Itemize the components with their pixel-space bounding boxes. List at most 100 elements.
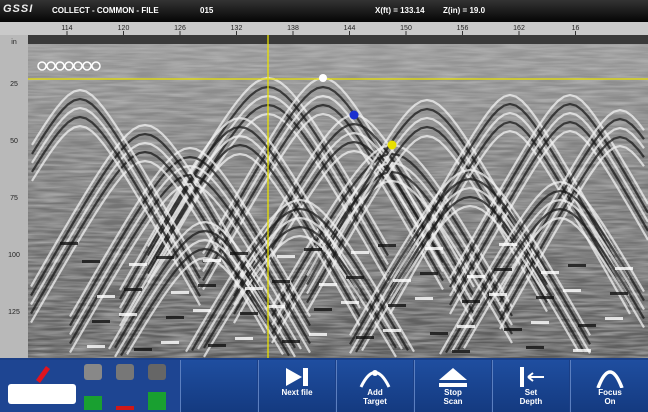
strong-reflection: [467, 275, 485, 278]
mode-label: COLLECT - COMMON - FILE: [52, 6, 159, 15]
depth-label: 25: [10, 81, 18, 88]
strong-reflection: [230, 252, 248, 255]
strong-reflection: [277, 255, 295, 258]
gpr-screen: GSSI COLLECT - COMMON - FILE 015 X(ft) =…: [0, 0, 648, 412]
target-marker: [388, 141, 397, 150]
blank-button[interactable]: [180, 360, 257, 412]
target-marker: [350, 111, 359, 120]
distance-label: 162: [513, 25, 525, 32]
strong-reflection: [60, 242, 78, 245]
surface-band: [28, 35, 648, 44]
strong-reflection: [563, 289, 581, 292]
strong-reflection: [351, 251, 369, 254]
next-file-button[interactable]: Next file: [258, 360, 335, 412]
distance-ruler: [0, 22, 648, 35]
strong-reflection: [615, 267, 633, 270]
distance-label: 132: [231, 25, 243, 32]
strong-reflection: [383, 329, 401, 332]
icon: [514, 366, 548, 388]
stop-scan-button[interactable]: Stop Scan: [414, 360, 491, 412]
distance-label: 144: [344, 25, 356, 32]
strong-reflection: [82, 260, 100, 263]
strong-reflection: [166, 316, 184, 319]
strong-reflection: [193, 309, 211, 312]
strong-reflection: [129, 263, 147, 266]
strong-reflection: [452, 350, 470, 353]
strong-reflection: [578, 324, 596, 327]
strong-reflection: [161, 341, 179, 344]
strong-reflection: [245, 287, 263, 290]
strong-reflection: [134, 348, 152, 351]
strong-reflection: [346, 276, 364, 279]
distance-label: 156: [457, 25, 469, 32]
strong-reflection: [541, 271, 559, 274]
strong-reflection: [341, 301, 359, 304]
strong-reflection: [494, 268, 512, 271]
depth-label: 100: [8, 252, 20, 259]
strong-reflection: [425, 247, 443, 250]
strong-reflection: [526, 346, 544, 349]
target-marker: [319, 74, 327, 82]
icon: [358, 366, 392, 388]
strong-reflection: [504, 328, 522, 331]
strong-reflection: [378, 244, 396, 247]
file-number: 015: [200, 6, 213, 15]
strong-reflection: [415, 297, 433, 300]
strong-reflection: [282, 340, 300, 343]
icon: [282, 366, 312, 388]
strong-reflection: [267, 305, 285, 308]
z-readout: Z(in) = 19.0: [443, 6, 485, 15]
strong-reflection: [605, 317, 623, 320]
strong-reflection: [462, 300, 480, 303]
strong-reflection: [119, 313, 137, 316]
header-bar: GSSI COLLECT - COMMON - FILE 015 X(ft) =…: [0, 0, 648, 22]
strong-reflection: [568, 264, 586, 267]
button-label: Stop: [415, 388, 491, 397]
button-label: Focus: [571, 388, 648, 397]
strong-reflection: [536, 296, 554, 299]
strong-reflection: [531, 321, 549, 324]
depth-label: 75: [10, 195, 18, 202]
logo: GSSI: [3, 3, 33, 15]
strong-reflection: [208, 344, 226, 347]
button-label: Next file: [259, 388, 335, 397]
strong-reflection: [92, 320, 110, 323]
strong-reflection: [304, 248, 322, 251]
strong-reflection: [97, 295, 115, 298]
strong-reflection: [235, 337, 253, 340]
set-depth-button[interactable]: Set Depth: [492, 360, 569, 412]
distance-label: 126: [174, 25, 186, 32]
focus-button[interactable]: Focus On: [570, 360, 648, 412]
depth-label: 125: [8, 309, 20, 316]
strong-reflection: [314, 308, 332, 311]
status-panel: [0, 360, 180, 412]
strong-reflection: [124, 288, 142, 291]
strong-reflection: [309, 333, 327, 336]
button-label: Depth: [493, 397, 569, 406]
distance-label: 114: [61, 25, 72, 32]
strong-reflection: [388, 304, 406, 307]
add-target-button[interactable]: Add Target: [336, 360, 413, 412]
distance-label: 138: [287, 25, 299, 32]
strong-reflection: [430, 332, 448, 335]
strong-reflection: [610, 292, 628, 295]
distance-label: 120: [118, 25, 130, 32]
strong-reflection: [198, 284, 216, 287]
strong-reflection: [240, 312, 258, 315]
strong-reflection: [203, 259, 221, 262]
strong-reflection: [393, 279, 411, 282]
strong-reflection: [319, 283, 337, 286]
depth-label: 50: [10, 138, 18, 145]
strong-reflection: [420, 272, 438, 275]
strong-reflection: [499, 243, 517, 246]
strong-reflection: [573, 349, 591, 352]
button-label: Scan: [415, 397, 491, 406]
strong-reflection: [87, 345, 105, 348]
icon: [436, 366, 470, 388]
depth-label: in: [11, 39, 17, 46]
strong-reflection: [489, 293, 507, 296]
button-label: Add: [337, 388, 413, 397]
button-label: Target: [337, 397, 413, 406]
button-label: On: [571, 397, 648, 406]
